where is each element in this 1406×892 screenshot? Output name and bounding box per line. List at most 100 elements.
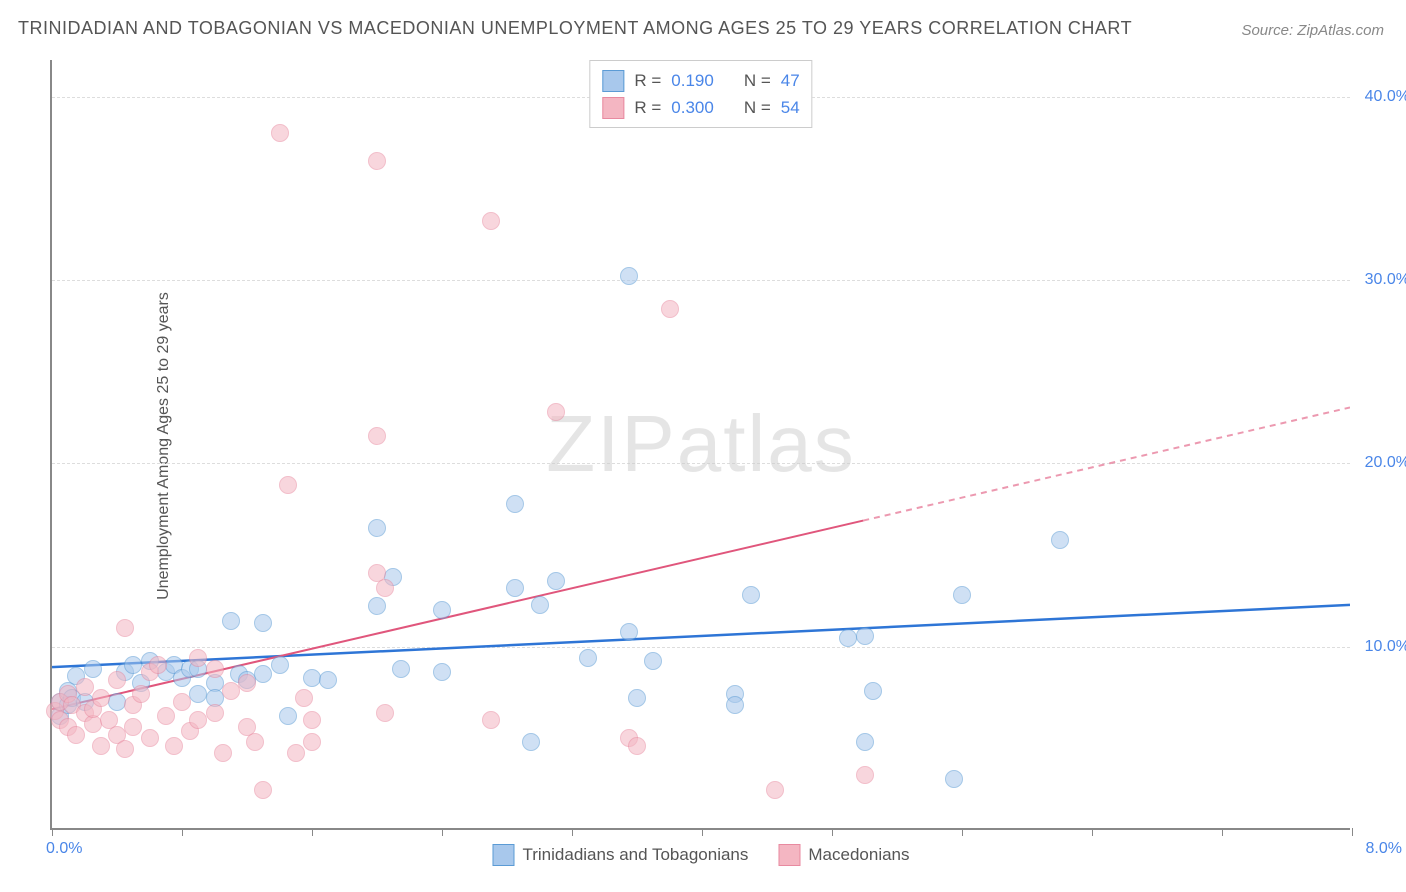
legend-row-series-2: R = 0.300 N = 54 [602, 94, 799, 121]
x-tick-label: 0.0% [46, 840, 82, 858]
gridline-horizontal [52, 463, 1350, 464]
scatter-point-series-2 [246, 733, 264, 751]
scatter-point-series-1 [620, 267, 638, 285]
scatter-point-series-1 [84, 660, 102, 678]
scatter-point-series-1 [433, 601, 451, 619]
legend-row-series-1: R = 0.190 N = 47 [602, 67, 799, 94]
source-attribution: Source: ZipAtlas.com [1241, 22, 1384, 39]
legend-r-label: R = [634, 94, 661, 121]
scatter-point-series-1 [368, 519, 386, 537]
scatter-point-series-2 [189, 649, 207, 667]
scatter-point-series-1 [856, 733, 874, 751]
scatter-point-series-2 [628, 737, 646, 755]
scatter-point-series-2 [376, 704, 394, 722]
scatter-point-series-2 [856, 766, 874, 784]
x-tick [1092, 828, 1093, 836]
legend-swatch-series-2 [778, 844, 800, 866]
scatter-point-series-2 [279, 476, 297, 494]
legend-item-series-2: Macedonians [778, 844, 909, 866]
scatter-point-series-2 [206, 660, 224, 678]
scatter-point-series-2 [108, 671, 126, 689]
scatter-point-series-2 [173, 693, 191, 711]
scatter-point-series-1 [953, 586, 971, 604]
scatter-point-series-2 [116, 619, 134, 637]
scatter-point-series-1 [368, 597, 386, 615]
scatter-point-series-2 [165, 737, 183, 755]
scatter-point-series-2 [157, 707, 175, 725]
legend-series-names: Trinidadians and Tobagonians Macedonians [492, 844, 909, 866]
legend-swatch-series-1 [602, 70, 624, 92]
scatter-point-series-1 [1051, 531, 1069, 549]
scatter-point-series-1 [531, 596, 549, 614]
scatter-point-series-1 [189, 685, 207, 703]
scatter-point-series-1 [319, 671, 337, 689]
scatter-point-series-1 [254, 614, 272, 632]
scatter-point-series-1 [108, 693, 126, 711]
scatter-point-series-1 [579, 649, 597, 667]
legend-item-series-1: Trinidadians and Tobagonians [492, 844, 748, 866]
x-tick [312, 828, 313, 836]
scatter-point-series-2 [76, 678, 94, 696]
scatter-point-series-2 [189, 711, 207, 729]
plot-area: ZIPatlas R = 0.190 N = 47 R = 0.300 N = … [50, 60, 1350, 830]
legend-r-label: R = [634, 67, 661, 94]
x-tick-label: 8.0% [1366, 840, 1402, 858]
scatter-point-series-1 [864, 682, 882, 700]
scatter-point-series-1 [547, 572, 565, 590]
gridline-horizontal [52, 647, 1350, 648]
scatter-point-series-2 [482, 212, 500, 230]
legend-label: Macedonians [808, 845, 909, 865]
scatter-point-series-2 [92, 737, 110, 755]
x-tick [1352, 828, 1353, 836]
scatter-point-series-2 [206, 704, 224, 722]
y-tick-label: 20.0% [1365, 454, 1406, 472]
scatter-point-series-2 [376, 579, 394, 597]
scatter-point-series-2 [368, 427, 386, 445]
x-tick [52, 828, 53, 836]
gridline-horizontal [52, 280, 1350, 281]
watermark: ZIPatlas [546, 398, 855, 490]
legend-r-value: 0.300 [671, 94, 714, 121]
legend-n-label: N = [744, 94, 771, 121]
legend-swatch-series-1 [492, 844, 514, 866]
scatter-point-series-2 [303, 733, 321, 751]
scatter-point-series-1 [628, 689, 646, 707]
scatter-point-series-2 [482, 711, 500, 729]
scatter-point-series-2 [92, 689, 110, 707]
scatter-point-series-2 [368, 152, 386, 170]
legend-r-value: 0.190 [671, 67, 714, 94]
scatter-point-series-2 [238, 674, 256, 692]
scatter-point-series-1 [620, 623, 638, 641]
scatter-point-series-1 [726, 696, 744, 714]
scatter-point-series-1 [271, 656, 289, 674]
scatter-point-series-2 [214, 744, 232, 762]
x-tick [182, 828, 183, 836]
legend-n-value: 47 [781, 67, 800, 94]
scatter-point-series-2 [766, 781, 784, 799]
scatter-point-series-1 [506, 495, 524, 513]
chart-container: TRINIDADIAN AND TOBAGONIAN VS MACEDONIAN… [0, 0, 1406, 892]
y-tick-label: 10.0% [1365, 638, 1406, 656]
x-tick [702, 828, 703, 836]
scatter-point-series-2 [141, 729, 159, 747]
x-tick [962, 828, 963, 836]
scatter-point-series-2 [547, 403, 565, 421]
legend-swatch-series-2 [602, 97, 624, 119]
scatter-point-series-1 [254, 665, 272, 683]
scatter-point-series-2 [271, 124, 289, 142]
scatter-point-series-1 [392, 660, 410, 678]
legend-n-label: N = [744, 67, 771, 94]
scatter-point-series-2 [149, 656, 167, 674]
scatter-point-series-2 [132, 685, 150, 703]
scatter-point-series-2 [287, 744, 305, 762]
scatter-point-series-2 [67, 726, 85, 744]
scatter-point-series-2 [222, 682, 240, 700]
scatter-point-series-1 [742, 586, 760, 604]
scatter-point-series-1 [522, 733, 540, 751]
scatter-point-series-1 [644, 652, 662, 670]
x-tick [572, 828, 573, 836]
scatter-point-series-1 [433, 663, 451, 681]
trend-line-series-1 [52, 605, 1350, 667]
scatter-point-series-2 [254, 781, 272, 799]
legend-label: Trinidadians and Tobagonians [522, 845, 748, 865]
